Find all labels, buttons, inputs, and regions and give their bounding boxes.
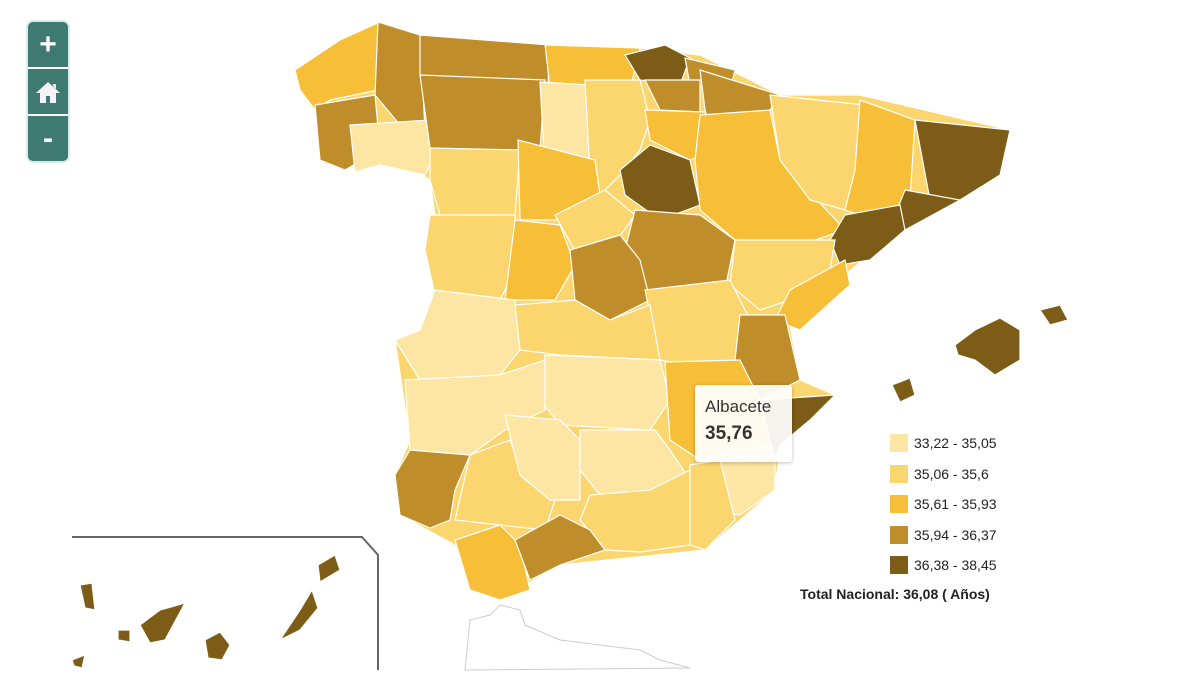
province[interactable]	[79, 582, 96, 611]
canary-inset-border	[72, 536, 379, 670]
tooltip-value: 35,76	[705, 423, 753, 444]
province[interactable]	[394, 449, 471, 529]
province[interactable]	[624, 44, 691, 86]
legend-label: 35,94 - 36,37	[914, 526, 997, 543]
tooltip-province-name: Albacete	[705, 397, 772, 416]
province[interactable]	[419, 74, 546, 151]
province[interactable]	[394, 289, 521, 381]
legend-swatch	[890, 556, 908, 575]
province[interactable]	[278, 588, 319, 642]
legend-item[interactable]: 33,22 - 35,05	[890, 428, 997, 459]
legend-swatch	[890, 434, 908, 453]
legend-label: 35,06 - 35,6	[914, 465, 989, 482]
legend: 33,22 - 35,05 35,06 - 35,6 35,61 - 35,93…	[890, 428, 997, 581]
national-total: Total Nacional: 36,08 ( Años)	[800, 586, 990, 602]
legend-item[interactable]: 35,61 - 35,93	[890, 489, 997, 520]
province[interactable]	[579, 469, 691, 553]
province[interactable]	[1039, 304, 1069, 326]
province[interactable]	[294, 21, 381, 111]
province[interactable]	[644, 279, 751, 369]
legend-swatch	[890, 464, 908, 483]
province[interactable]	[71, 654, 86, 669]
legend-item[interactable]: 35,94 - 36,37	[890, 520, 997, 551]
legend-label: 33,22 - 35,05	[914, 435, 997, 452]
province[interactable]	[454, 524, 531, 601]
province[interactable]	[317, 554, 341, 583]
zoom-in-button[interactable]: +	[28, 22, 68, 69]
province[interactable]	[514, 514, 606, 581]
home-button[interactable]	[28, 69, 68, 116]
zoom-out-button[interactable]: -	[28, 116, 68, 161]
province[interactable]	[954, 317, 1021, 376]
province[interactable]	[914, 119, 1011, 201]
province[interactable]	[117, 629, 131, 643]
province[interactable]	[424, 214, 521, 301]
province[interactable]	[891, 377, 916, 403]
province[interactable]	[539, 354, 671, 431]
north-africa-outline	[464, 604, 691, 671]
province[interactable]	[504, 219, 576, 301]
legend-swatch	[890, 495, 908, 514]
province[interactable]	[504, 414, 581, 501]
legend-label: 36,38 - 38,45	[914, 557, 997, 574]
legend-item[interactable]: 36,38 - 38,45	[890, 550, 997, 581]
legend-item[interactable]: 35,06 - 35,6	[890, 459, 997, 490]
province-tooltip: Albacete 35,76	[695, 385, 792, 462]
zoom-controls: + -	[28, 22, 68, 161]
province[interactable]	[514, 299, 661, 361]
home-icon	[36, 81, 60, 103]
legend-label: 35,61 - 35,93	[914, 496, 997, 513]
province[interactable]	[349, 119, 439, 176]
province[interactable]	[204, 631, 231, 661]
province[interactable]	[429, 147, 521, 223]
legend-swatch	[890, 525, 908, 544]
province[interactable]	[139, 602, 187, 644]
